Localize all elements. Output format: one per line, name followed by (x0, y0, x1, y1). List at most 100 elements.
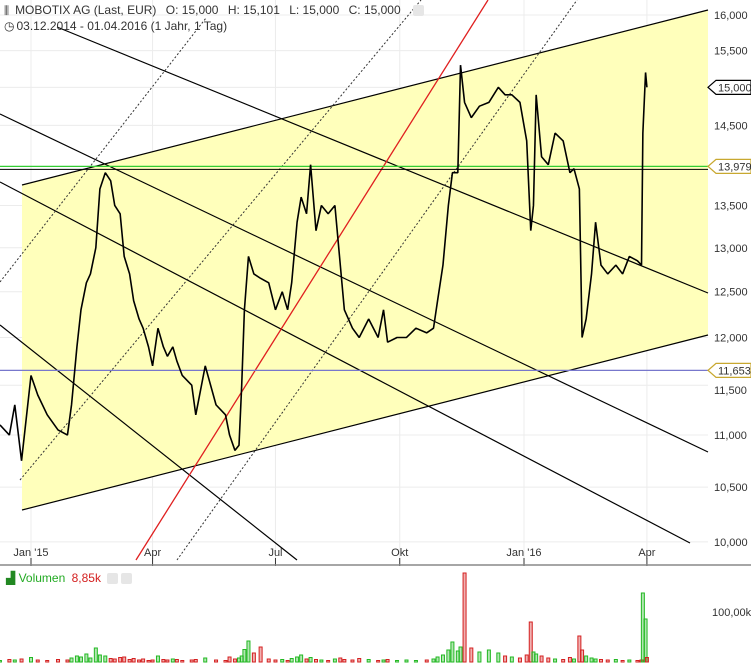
volume-bar (242, 649, 247, 663)
volume-bar (528, 621, 533, 663)
y-tick-label: 16,000 (714, 10, 748, 22)
volume-bar (155, 655, 160, 663)
trendline (0, 113, 709, 453)
volume-bar (469, 647, 474, 663)
volume-bar (258, 646, 263, 663)
volume-bar (431, 658, 436, 663)
volume-bar (93, 647, 98, 663)
volume-bar (29, 657, 33, 663)
volume-bar (289, 658, 294, 663)
volume-bar (137, 659, 142, 663)
volume-bar (395, 660, 400, 663)
close-value: C: 15,000 (348, 3, 401, 17)
volume-bar (223, 660, 228, 663)
y-tick-label: 14,500 (714, 120, 748, 132)
price-axis: 16,000 15,500 14,500 13,500 13,000 12,500 12,0… (707, 10, 751, 549)
x-tick-label: Apr (638, 547, 655, 559)
volume-bar (97, 654, 102, 663)
volume-bar (350, 659, 355, 663)
settings-icon[interactable] (413, 5, 424, 17)
volume-bar (251, 652, 256, 663)
high-value: H: 15,101 (227, 3, 280, 17)
volume-bar (450, 641, 455, 663)
y-tick-label: 11,000 (714, 430, 747, 442)
volume-bar (319, 659, 324, 663)
volume-bar (141, 658, 146, 663)
price-marker-label: 13,979 (718, 161, 751, 173)
volume-bar (246, 640, 251, 663)
trendline (19, 0, 422, 481)
volume-bar (381, 659, 386, 663)
volume-bar (598, 659, 603, 663)
volume-bar (440, 654, 445, 663)
volume-bar (45, 660, 50, 663)
volume-bar (122, 656, 127, 663)
volume-bar (313, 659, 318, 663)
volume-bar (299, 654, 304, 663)
volume-bar (174, 659, 179, 663)
horizontal-lines[interactable] (0, 165, 708, 371)
trend-channel[interactable] (22, 10, 708, 510)
volume-bar (112, 658, 117, 663)
price-line (0, 65, 648, 461)
volume-close-icon[interactable] (121, 573, 133, 585)
volume-bar (131, 658, 136, 663)
volume-bar (605, 659, 610, 663)
volume-bar (180, 660, 185, 663)
volume-bars: 100,00k (0, 572, 751, 663)
x-tick-label: Jan '15 (13, 547, 48, 559)
volume-bar (643, 618, 648, 663)
volume-settings-icon[interactable] (107, 573, 119, 585)
volume-bar (567, 657, 572, 663)
volume-bar (524, 654, 529, 663)
volume-bar (385, 659, 390, 663)
volume-bar (78, 656, 83, 663)
volume-bar (446, 649, 451, 663)
volume-bar (553, 658, 558, 663)
volume-label: Volumen (18, 571, 66, 585)
volume-header: ▟ Volumen 8,85k (6, 571, 133, 585)
volume-bar (165, 659, 170, 663)
volume-bar (326, 660, 331, 663)
volume-bar (88, 657, 93, 663)
volume-bar (74, 655, 79, 663)
volume-bar (150, 659, 155, 663)
volume-bar (477, 651, 482, 663)
y-tick-label: 10,000 (714, 537, 748, 549)
volume-bar (376, 660, 381, 663)
y-tick-label: 10,500 (714, 482, 748, 494)
volume-bar (627, 659, 632, 663)
volume-bar (462, 572, 467, 663)
volume-bar (644, 657, 649, 663)
volume-icon: ▟ (6, 571, 16, 585)
volume-bar (170, 658, 175, 663)
candlestick-icon[interactable]: ⫼ (4, 5, 10, 17)
volume-bar (161, 659, 166, 663)
volume-bar (635, 660, 640, 663)
volume-bar (35, 659, 40, 663)
volume-bar (435, 656, 440, 663)
volume-bar (118, 657, 123, 663)
volume-bar (589, 657, 594, 663)
volume-bar (127, 659, 132, 663)
volume-bar (546, 657, 551, 663)
volume-bar (332, 658, 337, 663)
price-marker-label: 15,000 (718, 82, 751, 94)
trendline (176, 0, 578, 561)
time-axis: Jan '15 Apr Jul Okt Jan '16 Apr (0, 547, 751, 566)
volume-bar (561, 659, 566, 663)
volume-bar (203, 657, 208, 663)
low-value: L: 15,000 (289, 3, 340, 17)
volume-bar (580, 649, 585, 663)
volume-bar (357, 658, 362, 663)
volume-bar (404, 659, 409, 663)
volume-bar (285, 660, 290, 663)
volume-bar (413, 660, 418, 663)
volume-bar (12, 659, 17, 663)
date-range-text: 03.12.2014 - 01.04.2016 (1 Jahr, 1 Tag) (16, 19, 228, 33)
volume-bar (342, 659, 347, 663)
volume-bar (69, 657, 74, 663)
volume-bar (571, 658, 576, 663)
volume-bar (189, 659, 194, 663)
